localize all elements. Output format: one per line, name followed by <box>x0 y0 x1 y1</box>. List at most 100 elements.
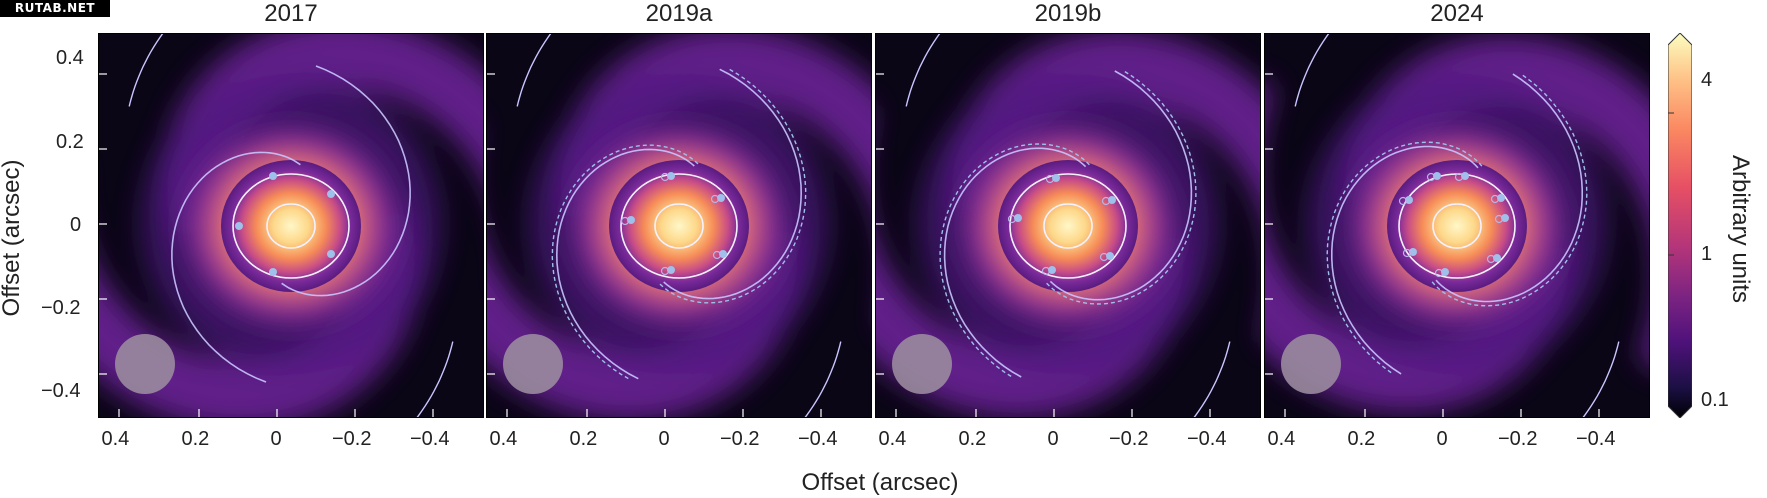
x-tick-label: 0.2 <box>1347 428 1376 450</box>
marker-point <box>1052 174 1060 182</box>
contour-inner <box>266 203 316 249</box>
marker-point <box>627 216 635 224</box>
marker-point <box>269 268 277 276</box>
marker-point <box>1014 214 1022 222</box>
outer-arc <box>516 34 552 107</box>
spiral-arm-line <box>663 68 803 300</box>
x-tick-label: 0 <box>1436 428 1448 450</box>
marker-point <box>327 250 335 258</box>
spiral-arm-line <box>1049 70 1193 301</box>
image-panel-2019a <box>486 33 872 418</box>
spiral-arm-line <box>1435 73 1583 303</box>
x-tick-label: −0.4 <box>798 428 838 450</box>
spiral-arm-line <box>281 65 411 297</box>
x-tick-label: 0.2 <box>958 428 987 450</box>
spiral-arm-line <box>1331 145 1479 375</box>
panel-title-1: 2017 <box>264 0 318 27</box>
contour-inner <box>1432 203 1482 249</box>
marker-ring <box>1434 268 1444 278</box>
spiral-arm-line <box>171 151 301 383</box>
marker-ring <box>1007 214 1017 224</box>
x-tick-label: 0 <box>270 428 282 450</box>
y-tick-label: 0.2 <box>56 131 84 153</box>
x-tick-label: 0.4 <box>489 428 518 450</box>
contour-outer <box>232 173 350 279</box>
y-tick-label: 0 <box>70 214 82 236</box>
marker-ring <box>1494 214 1504 224</box>
outer-arc <box>804 341 842 417</box>
outer-arc <box>1193 341 1231 417</box>
marker-point <box>269 172 277 180</box>
marker-ring <box>620 216 630 226</box>
y-axis-label: Offset (arcsec) <box>0 159 25 317</box>
marker-ring <box>1101 196 1111 206</box>
x-tick-label: 0 <box>658 428 670 450</box>
spiral-arm-dashed <box>939 143 1090 378</box>
marker-ring <box>1490 194 1500 204</box>
marker-ring <box>1426 172 1436 182</box>
x-tick-label: 0.4 <box>1267 428 1296 450</box>
marker-point <box>1441 268 1449 276</box>
image-panel-2024 <box>1264 33 1650 418</box>
outer-arc <box>416 341 454 417</box>
outer-arc <box>1294 34 1330 107</box>
marker-point <box>667 266 675 274</box>
marker-ring <box>1454 172 1464 182</box>
marker-point <box>235 222 243 230</box>
marker-point <box>717 194 725 202</box>
beam-circle <box>115 334 175 394</box>
marker-ring <box>660 266 670 276</box>
marker-point <box>1106 252 1114 260</box>
marker-point <box>1409 248 1417 256</box>
marker-ring <box>712 250 722 260</box>
x-tick-label: 0.4 <box>101 428 130 450</box>
x-tick-label: −0.4 <box>1576 428 1616 450</box>
outer-arc <box>128 34 164 107</box>
marker-ring <box>1402 248 1412 258</box>
marker-ring <box>1045 174 1055 184</box>
beam-circle <box>503 334 563 394</box>
colorbar-tick-label: 1 <box>1701 243 1713 265</box>
spiral-arm-line <box>943 147 1087 378</box>
spiral-arm-dashed <box>551 144 699 381</box>
colorbar-tick-label: 4 <box>1701 69 1713 91</box>
contour-inner <box>654 203 704 249</box>
marker-ring <box>1398 196 1408 206</box>
marker-ring <box>1486 254 1496 264</box>
outer-arc <box>905 34 941 107</box>
x-tick-label: −0.2 <box>1498 428 1538 450</box>
watermark-logo: RUTAB.NET <box>0 0 110 17</box>
x-tick-label: 0.4 <box>878 428 907 450</box>
beam-circle <box>892 334 952 394</box>
marker-point <box>719 250 727 258</box>
x-tick-label: 0 <box>1047 428 1059 450</box>
marker-point <box>1405 196 1413 204</box>
image-panel-2017 <box>98 33 484 418</box>
marker-point <box>327 190 335 198</box>
contour-outer <box>1009 173 1127 279</box>
x-tick-label: −0.4 <box>1187 428 1227 450</box>
x-tick-label: −0.4 <box>410 428 450 450</box>
marker-ring <box>660 172 670 182</box>
contour-inner <box>1043 203 1093 249</box>
contour-outer <box>620 173 738 279</box>
marker-ring <box>1041 266 1051 276</box>
marker-point <box>1433 172 1441 180</box>
spiral-arm-dashed <box>1431 73 1588 307</box>
outer-arc <box>1582 341 1620 417</box>
spiral-arm-dashed <box>1326 141 1483 375</box>
x-tick-label: 0.2 <box>181 428 210 450</box>
y-tick-label: 0.4 <box>56 47 84 69</box>
y-tick-label: −0.4 <box>41 380 81 402</box>
image-panel-2019b <box>875 33 1261 418</box>
marker-point <box>1501 214 1509 222</box>
marker-point <box>1461 172 1469 180</box>
x-tick-label: −0.2 <box>1109 428 1149 450</box>
spiral-arm-dashed <box>1046 70 1197 305</box>
marker-point <box>1493 254 1501 262</box>
marker-ring <box>710 194 720 204</box>
x-tick-label: −0.2 <box>332 428 372 450</box>
colorbar-label: Arbitrary units <box>1727 154 1754 304</box>
marker-ring <box>1099 252 1109 262</box>
x-axis-label: Offset (arcsec) <box>801 469 959 496</box>
